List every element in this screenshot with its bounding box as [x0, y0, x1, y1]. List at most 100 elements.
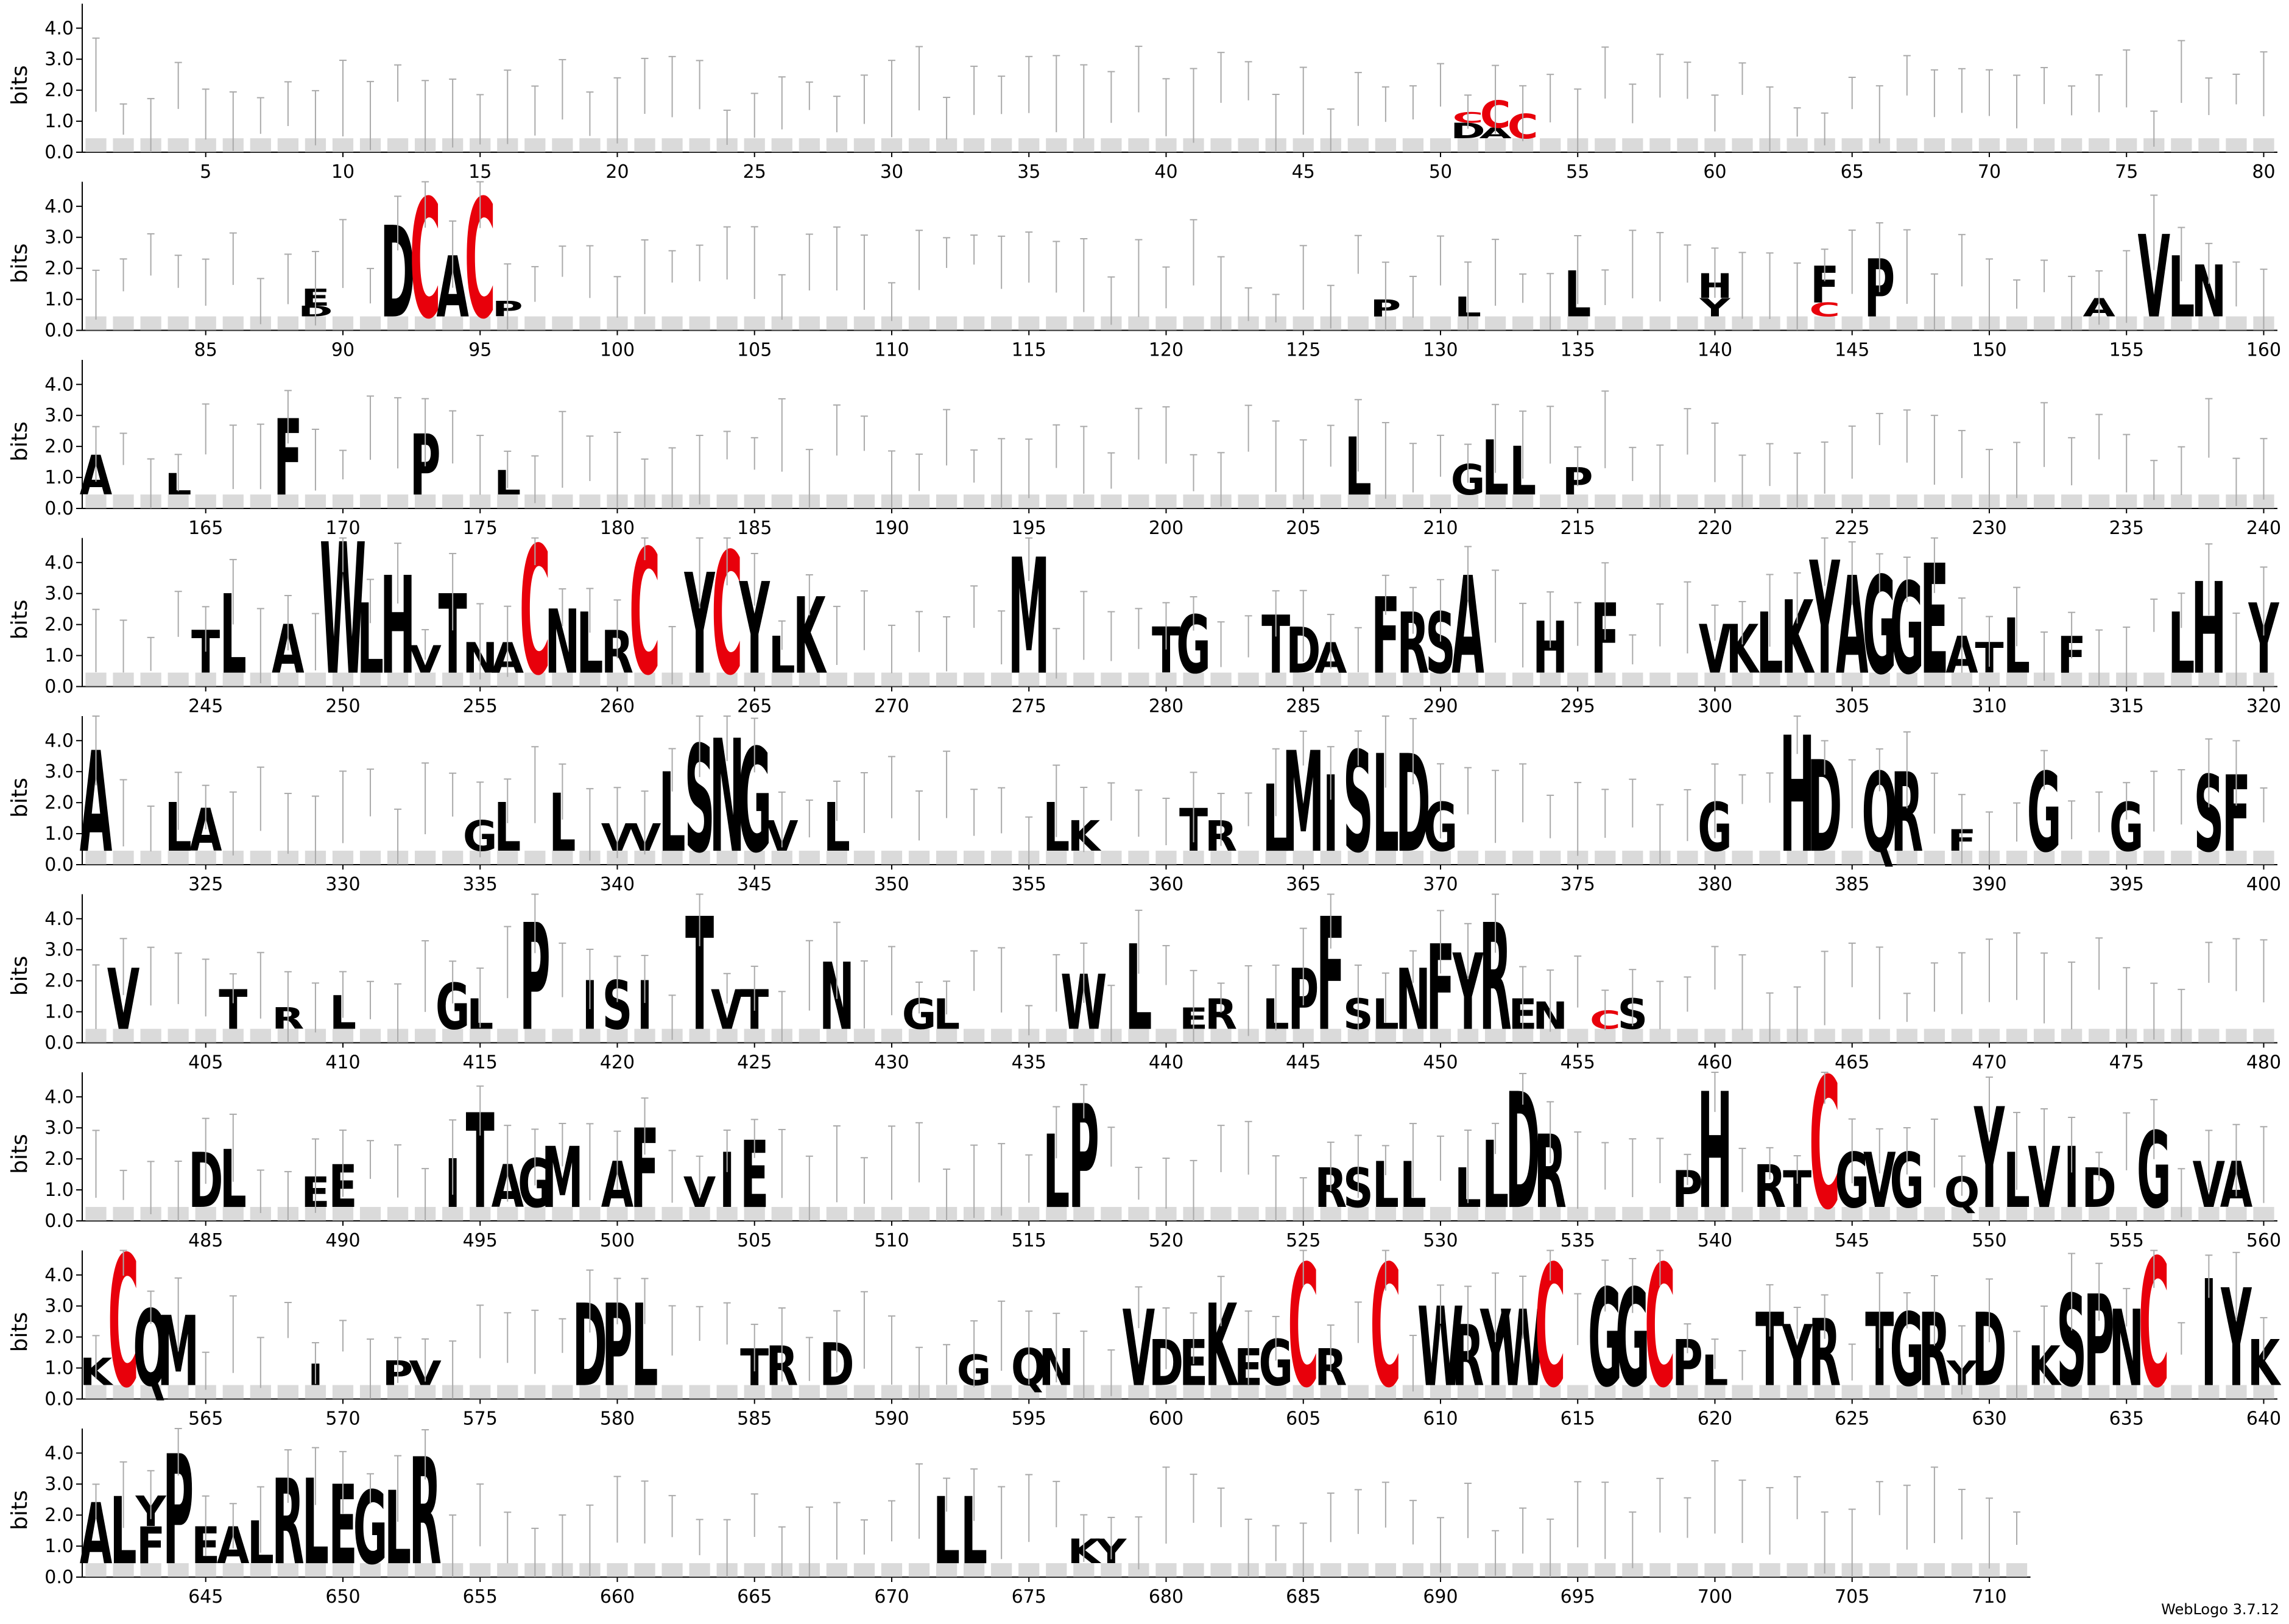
minor-residue-stack [908, 138, 930, 152]
minor-residue-stack [2033, 1207, 2055, 1221]
minor-residue-stack [826, 1563, 847, 1577]
minor-residue-stack [2089, 1028, 2110, 1043]
minor-residue-stack [1210, 1028, 1232, 1043]
x-tick-label: 45 [1292, 161, 1315, 183]
x-tick-label: 105 [737, 340, 772, 361]
minor-residue-stack [908, 494, 930, 508]
minor-residue-stack [771, 1207, 792, 1221]
minor-residue-stack [1704, 138, 1726, 152]
x-tick-label: 420 [600, 1052, 635, 1074]
x-tick-label: 240 [2246, 518, 2281, 539]
minor-residue-stack [113, 1028, 134, 1043]
minor-residue-stack [2198, 1207, 2220, 1221]
minor-residue-stack [1347, 316, 1369, 331]
minor-residue-stack [277, 494, 298, 508]
minor-residue-stack [1293, 851, 1314, 865]
y-tick-label: 0.0 [44, 1389, 74, 1410]
minor-residue-stack [1924, 1207, 1945, 1221]
minor-residue-stack [991, 1563, 1012, 1577]
minor-residue-stack [881, 851, 903, 865]
minor-residue-stack [1375, 1385, 1396, 1399]
y-axis-label: bits [7, 244, 32, 284]
residue-glyph: K [1068, 1532, 1102, 1571]
x-tick-label: 95 [468, 340, 492, 361]
minor-residue-stack [964, 1385, 985, 1399]
minor-residue-stack [470, 138, 491, 152]
x-tick-label: 580 [600, 1408, 635, 1430]
minor-residue-stack [1732, 1385, 1753, 1399]
minor-residue-stack [1320, 494, 1341, 508]
minor-residue-stack [991, 1028, 1012, 1043]
minor-residue-stack [1430, 138, 1451, 152]
minor-residue-stack [1951, 316, 1973, 331]
minor-residue-stack [1101, 672, 1122, 687]
x-tick-label: 340 [600, 874, 635, 895]
minor-residue-stack [2006, 1028, 2028, 1043]
minor-residue-stack [1924, 494, 1945, 508]
minor-residue-stack [1073, 851, 1095, 865]
minor-residue-stack [716, 494, 738, 508]
x-tick-label: 165 [188, 518, 223, 539]
minor-residue-stack [799, 1385, 820, 1399]
minor-residue-stack [1841, 851, 1863, 865]
minor-residue-stack [579, 138, 601, 152]
minor-residue-stack [168, 138, 189, 152]
minor-residue-stack [470, 494, 491, 508]
minor-residue-stack [716, 1028, 738, 1043]
x-tick-label: 305 [1835, 696, 1869, 717]
minor-residue-stack [415, 494, 436, 508]
x-tick-label: 445 [1286, 1052, 1321, 1074]
minor-residue-stack [1540, 138, 1561, 152]
minor-residue-stack [168, 1028, 189, 1043]
minor-residue-stack [387, 1207, 409, 1221]
minor-residue-stack [936, 1385, 958, 1399]
x-tick-label: 115 [1012, 340, 1046, 361]
x-tick-label: 270 [874, 696, 909, 717]
y-tick-label: 4.0 [44, 1443, 74, 1464]
minor-residue-stack [524, 1207, 546, 1221]
minor-residue-stack [222, 672, 244, 687]
minor-residue-stack [2198, 316, 2220, 331]
minor-residue-stack [1622, 1385, 1643, 1399]
minor-residue-stack [222, 1207, 244, 1221]
minor-residue-stack [853, 494, 875, 508]
x-tick-label: 175 [463, 518, 498, 539]
minor-residue-stack [332, 316, 354, 331]
minor-residue-stack [2226, 1028, 2247, 1043]
minor-residue-stack [1347, 1563, 1369, 1577]
minor-residue-stack [524, 1385, 546, 1399]
minor-residue-stack [1457, 494, 1479, 508]
minor-residue-stack [1293, 138, 1314, 152]
y-tick-label: 4.0 [44, 552, 74, 574]
x-tick-label: 425 [737, 1052, 772, 1074]
minor-residue-stack [634, 1385, 655, 1399]
minor-residue-stack [1183, 138, 1204, 152]
minor-residue-stack [881, 1028, 903, 1043]
minor-residue-stack [305, 672, 326, 687]
y-tick-label: 1.0 [44, 1179, 74, 1201]
minor-residue-stack [1320, 1028, 1341, 1043]
minor-residue-stack [1512, 851, 1534, 865]
minor-residue-stack [771, 494, 792, 508]
minor-residue-stack [2253, 672, 2274, 687]
logo-row: 0.01.02.03.04.0bitsKCQM565I570PV575D580P… [7, 1218, 2282, 1430]
minor-residue-stack [1540, 1385, 1561, 1399]
minor-residue-stack [332, 138, 354, 152]
minor-residue-stack [2061, 1028, 2083, 1043]
y-tick-label: 0.0 [44, 498, 74, 519]
minor-residue-stack [661, 316, 683, 331]
minor-residue-stack [470, 851, 491, 865]
minor-residue-stack [1732, 316, 1753, 331]
x-tick-label: 410 [325, 1052, 360, 1074]
minor-residue-stack [1375, 672, 1396, 687]
minor-residue-stack [332, 1385, 354, 1399]
x-tick-label: 275 [1012, 696, 1046, 717]
minor-residue-stack [1073, 1563, 1095, 1577]
x-tick-label: 685 [1286, 1586, 1321, 1608]
x-tick-label: 665 [737, 1586, 772, 1608]
x-tick-label: 395 [2109, 874, 2144, 895]
x-tick-label: 110 [874, 340, 909, 361]
minor-residue-stack [1484, 1207, 1506, 1221]
minor-residue-stack [2198, 138, 2220, 152]
minor-residue-stack [2006, 138, 2028, 152]
